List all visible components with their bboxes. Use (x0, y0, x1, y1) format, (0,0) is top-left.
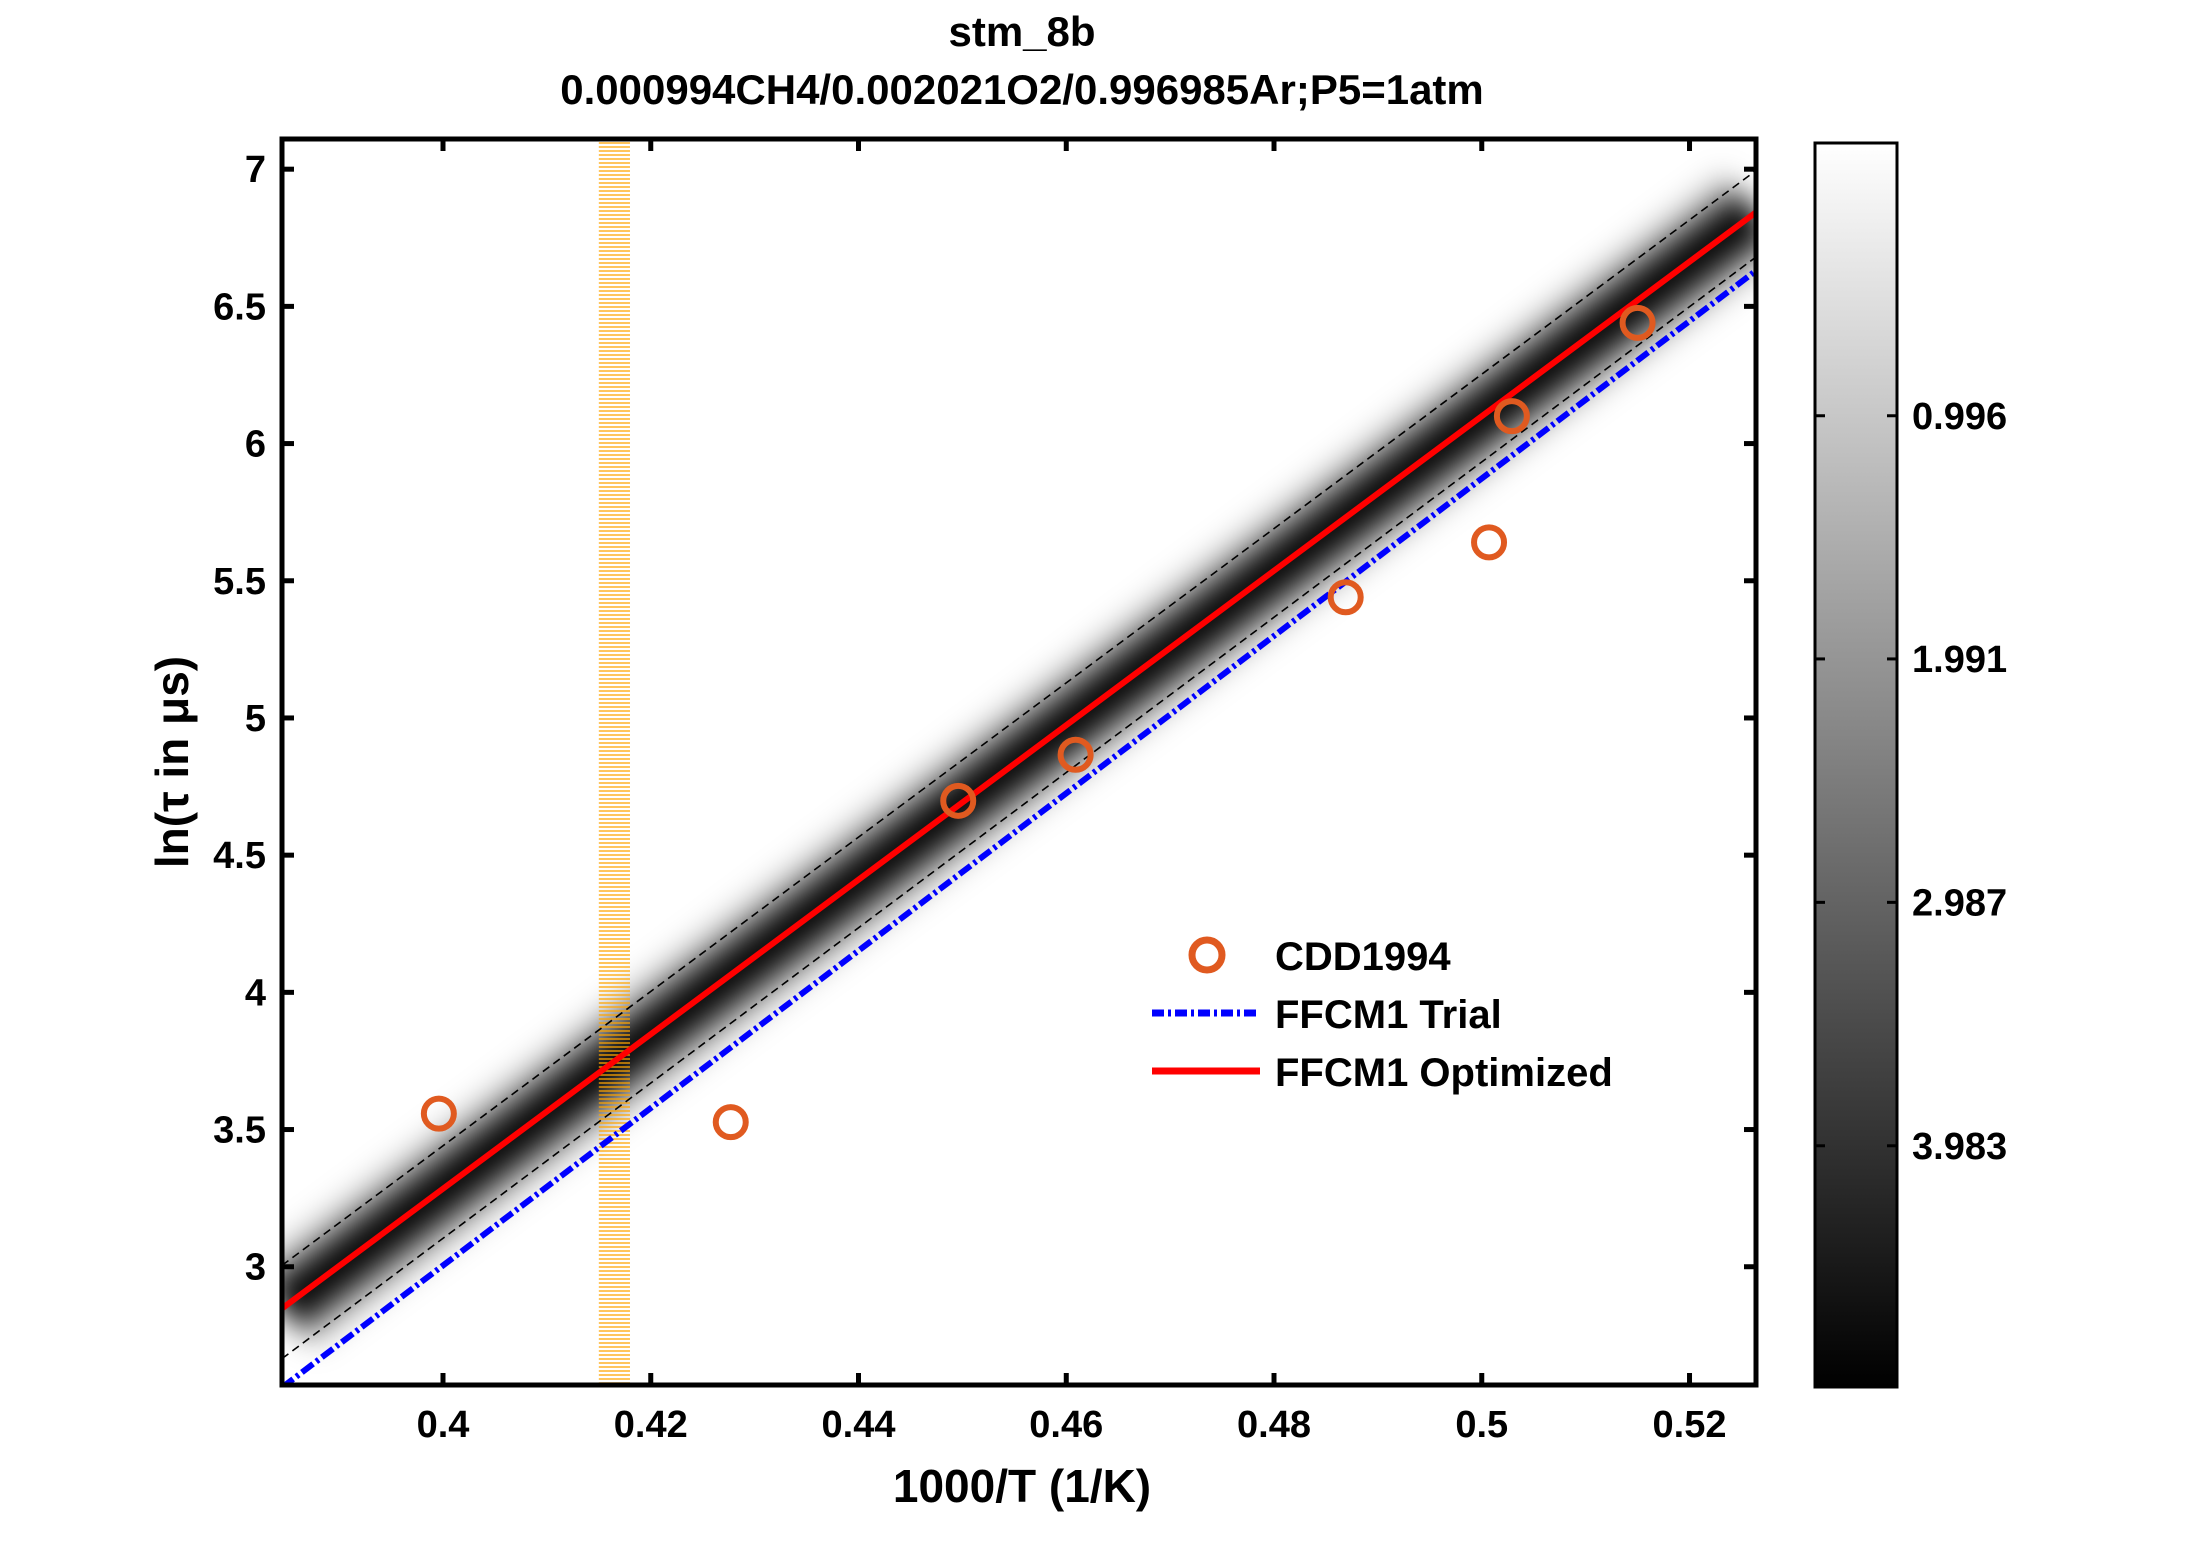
colorbar-tick-label: 3.983 (1912, 1126, 2007, 1168)
x-tick-label: 0.46 (1029, 1404, 1103, 1446)
y-tick-label: 5 (245, 698, 266, 740)
x-tick-label: 0.5 (1455, 1404, 1508, 1446)
data-point-cdd1994 (420, 1095, 457, 1132)
colorbar-gradient (1813, 141, 1899, 1389)
y-tick-label: 4.5 (213, 835, 266, 877)
y-tick-label: 3.5 (213, 1110, 266, 1152)
x-tick-label: 0.48 (1237, 1404, 1311, 1446)
legend-label-optimized: FFCM1 Optimized (1275, 1051, 1613, 1095)
y-tick-label: 6.5 (213, 286, 266, 328)
series-line-ffcm1-optimized (282, 209, 1756, 1311)
colorbar-tick-label: 1.991 (1912, 639, 2007, 681)
x-tick-label: 0.52 (1653, 1404, 1727, 1446)
series-line-ffcm1-trial (282, 268, 1756, 1385)
colorbar-tick-label: 2.987 (1912, 882, 2007, 924)
data-point-cdd1994 (940, 782, 977, 819)
y-tick-label: 3 (245, 1247, 266, 1289)
highlight-band (598, 139, 630, 1384)
legend-marker-cdd1994 (1188, 936, 1226, 974)
uncertainty-lower-line (282, 256, 1756, 1360)
data-point-cdd1994 (1619, 304, 1656, 341)
y-tick-label: 5.5 (213, 561, 266, 603)
x-tick-label: 0.4 (417, 1404, 470, 1446)
x-axis-label: 1000/T (1/K) (893, 1460, 1151, 1512)
x-tick-label: 0.44 (822, 1404, 896, 1446)
colorbar: 0.996 1.991 2.987 3.983 (1813, 141, 2007, 1389)
data-point-cdd1994 (1471, 524, 1508, 561)
y-axis-label: ln(τ in μs) (146, 656, 198, 868)
chart-subtitle: 0.000994CH4/0.002021O2/0.996985Ar;P5=1at… (560, 66, 1484, 113)
chart-title: stm_8b (948, 8, 1095, 55)
legend: CDD1994 FFCM1 Trial FFCM1 Optimized (1152, 935, 1613, 1095)
x-tick-label: 0.42 (614, 1404, 688, 1446)
data-point-cdd1994 (1057, 736, 1094, 773)
plot-frame (279, 136, 1759, 1388)
y-tick-label: 4 (245, 972, 266, 1014)
legend-label-trial: FFCM1 Trial (1275, 993, 1502, 1037)
y-tick-label: 7 (245, 149, 266, 191)
data-point-cdd1994 (712, 1104, 749, 1141)
uncertainty-upper-line (282, 169, 1756, 1267)
data-point-cdd1994 (1327, 579, 1364, 616)
data-point-cdd1994 (1493, 398, 1530, 435)
y-tick-label: 6 (245, 424, 266, 466)
legend-label-cdd1994: CDD1994 (1275, 935, 1451, 979)
colorbar-tick-label: 0.996 (1912, 396, 2007, 438)
